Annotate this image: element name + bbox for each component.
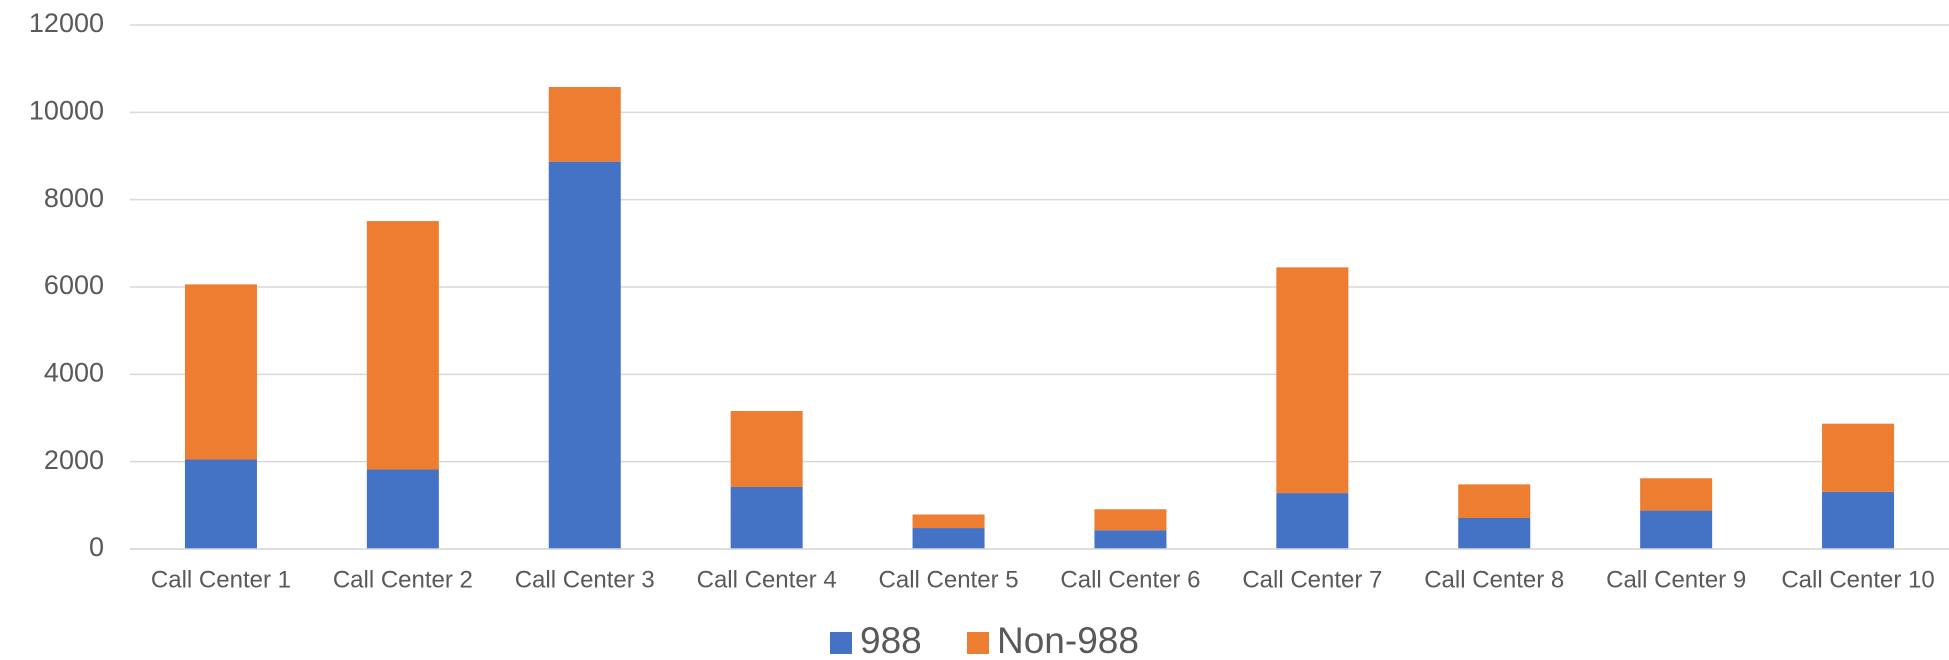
bar-segment — [184, 284, 257, 460]
bar-segment — [1458, 517, 1531, 549]
x-tick-label: Call Center 7 — [1242, 566, 1382, 593]
bar-segment — [912, 528, 985, 549]
x-tick-label: Call Center 8 — [1424, 566, 1564, 593]
bar-segment — [1276, 493, 1349, 549]
bar-segment — [1458, 484, 1531, 518]
bar-segment — [912, 514, 985, 529]
y-tick-label: 2000 — [44, 445, 104, 475]
x-tick-label: Call Center 4 — [697, 566, 837, 593]
bar-segment — [1640, 510, 1713, 549]
y-tick-label: 6000 — [44, 270, 104, 300]
bar-segment — [184, 459, 257, 549]
legend-swatch — [967, 632, 989, 654]
y-tick-label: 0 — [89, 532, 104, 562]
y-tick-label: 4000 — [44, 357, 104, 387]
bar-segment — [548, 161, 621, 549]
bar-segment — [1276, 267, 1349, 494]
bar-segment — [1640, 478, 1713, 511]
y-tick-label: 10000 — [29, 95, 104, 125]
bar-segment — [730, 411, 803, 487]
legend-label: Non-988 — [997, 620, 1139, 660]
bar-segment — [730, 486, 803, 549]
bar-segment — [366, 221, 439, 470]
bar-segment — [1822, 491, 1895, 549]
bar-segment — [366, 469, 439, 549]
x-tick-label: Call Center 6 — [1060, 566, 1200, 593]
bar-segment — [1822, 423, 1895, 492]
x-tick-label: Call Center 3 — [515, 566, 655, 593]
x-tick-label: Call Center 9 — [1606, 566, 1746, 593]
x-tick-label: Call Center 2 — [333, 566, 473, 593]
x-tick-label: Call Center 10 — [1781, 566, 1934, 593]
bar-segment — [1094, 530, 1167, 549]
legend-swatch — [830, 632, 852, 654]
y-tick-label: 12000 — [29, 8, 104, 38]
legend-label: 988 — [860, 620, 922, 660]
bar-segment — [548, 87, 621, 162]
x-tick-label: Call Center 1 — [151, 566, 291, 593]
bar-segment — [1094, 509, 1167, 531]
y-tick-label: 8000 — [44, 183, 104, 213]
x-tick-label: Call Center 5 — [879, 566, 1019, 593]
